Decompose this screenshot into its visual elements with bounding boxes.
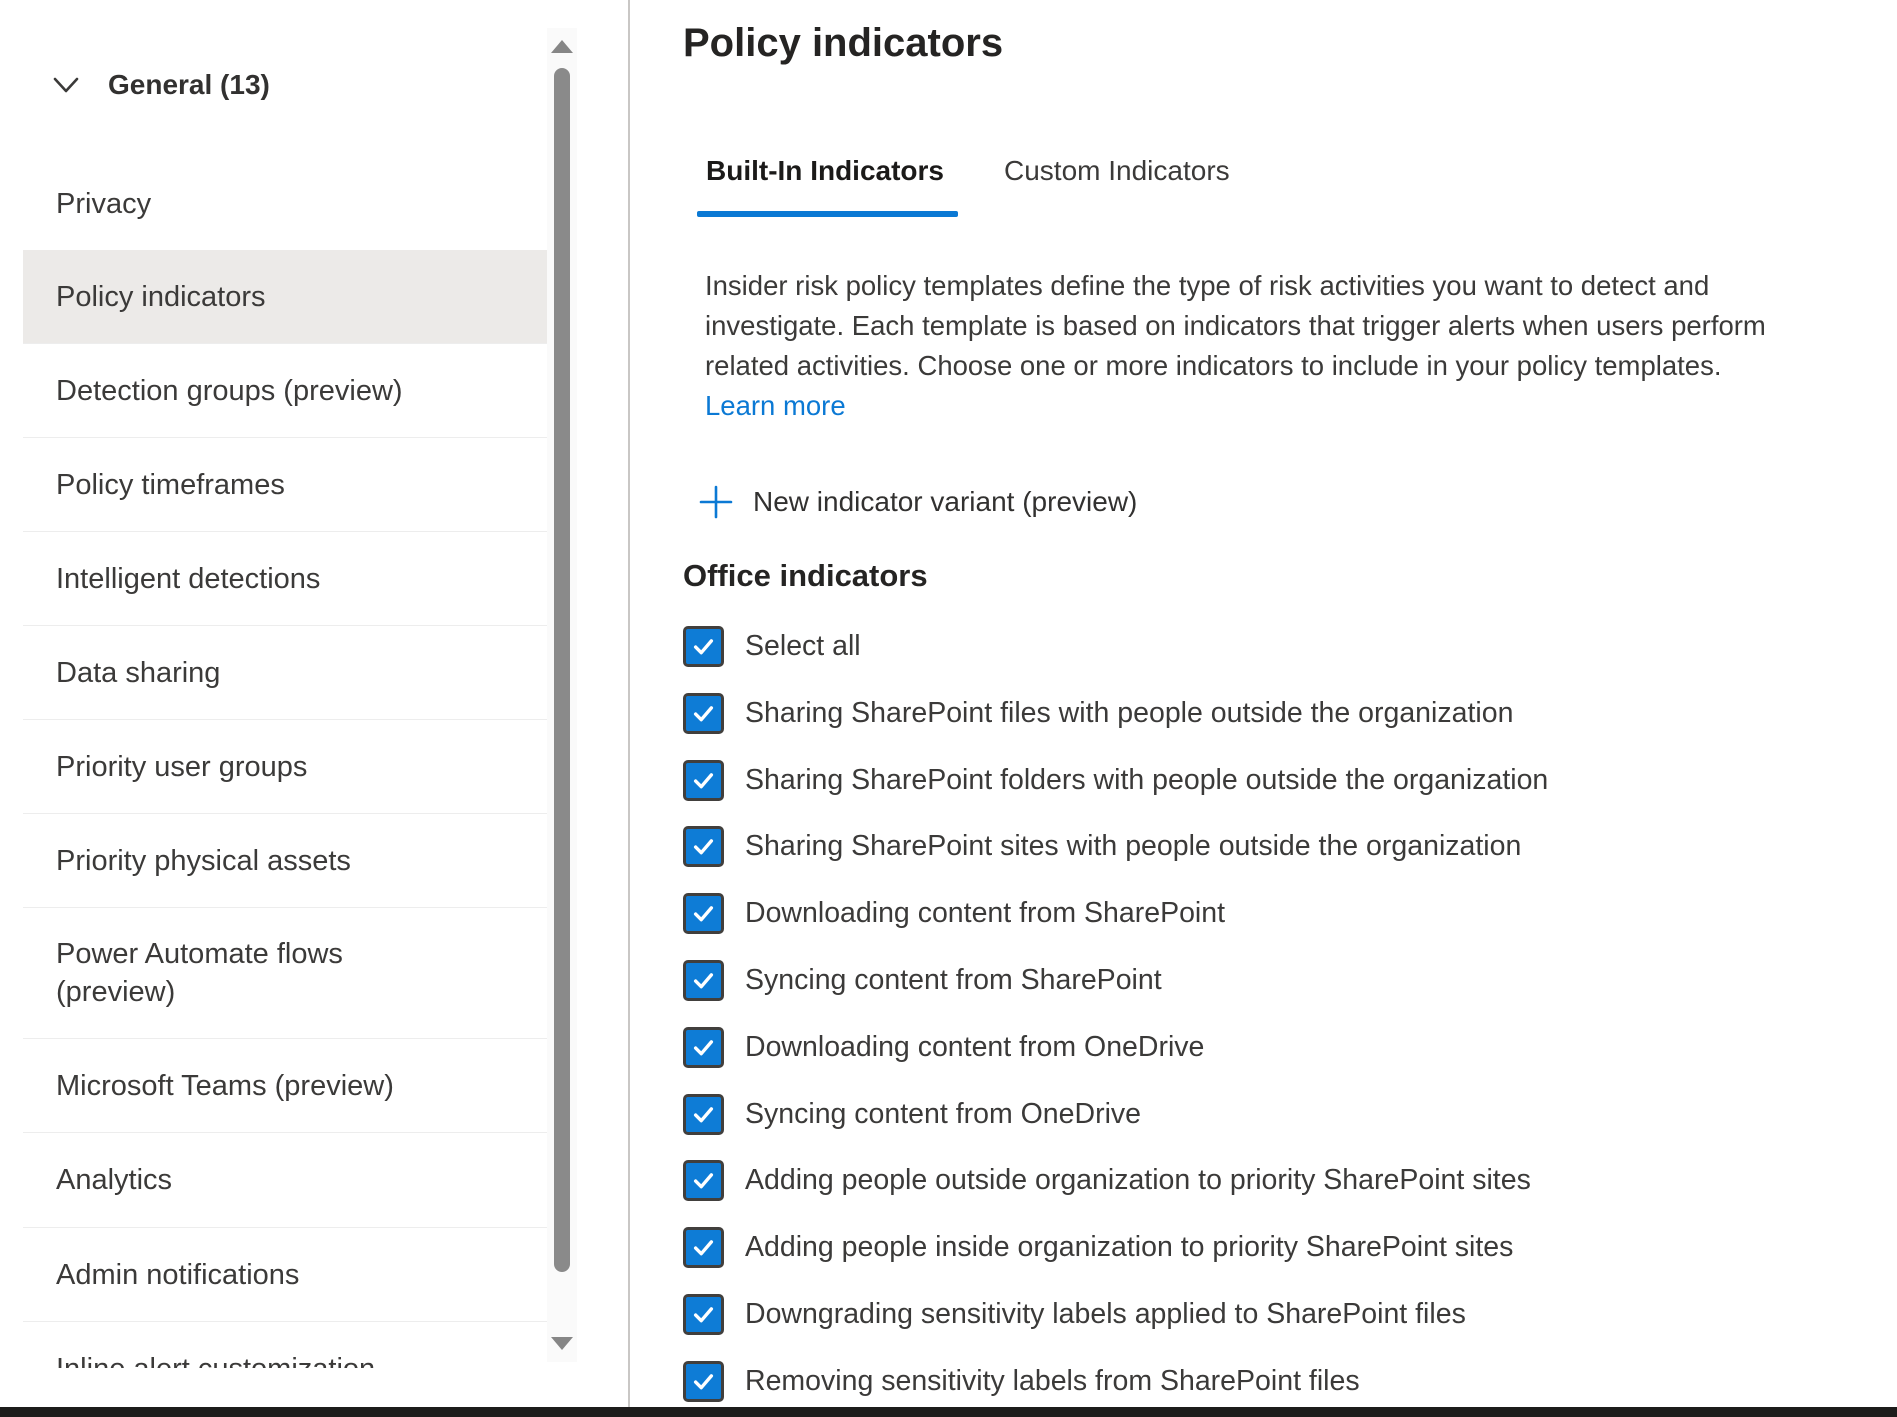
indicator-row-adding-people-inside-organization-to-priority-sharepoint-sites[interactable]: Adding people inside organization to pri… [683, 1214, 1513, 1281]
scroll-down-icon[interactable] [551, 1337, 573, 1350]
checkmark-icon [693, 1106, 714, 1122]
indicator-label: Sharing SharePoint sites with people out… [745, 830, 1522, 863]
new-indicator-variant-label: New indicator variant (preview) [753, 486, 1138, 517]
page-title: Policy indicators [683, 21, 1004, 65]
sidebar-item-label: Detection groups (preview) [56, 374, 403, 407]
indicator-row-syncing-content-from-sharepoint[interactable]: Syncing content from SharePoint [683, 947, 1162, 1014]
checkmark-icon [693, 1240, 714, 1256]
indicator-label: Select all [745, 630, 861, 662]
indicator-label: Adding people inside organization to pri… [745, 1231, 1514, 1264]
indicator-row-downgrading-sensitivity-labels-applied-to-sharepoint-files[interactable]: Downgrading sensitivity labels applied t… [683, 1281, 1466, 1348]
policy-description: Insider risk policy templates define the… [705, 266, 1766, 426]
description-line: Insider risk policy templates define the… [705, 270, 1710, 301]
indicator-row-downloading-content-from-onedrive[interactable]: Downloading content from OneDrive [683, 1014, 1204, 1081]
indicator-row-select-all[interactable]: Select all [683, 613, 861, 680]
checkmark-icon [693, 772, 714, 788]
indicator-label: Downloading content from OneDrive [745, 1030, 1205, 1063]
sidebar: General (13) Privacy Policy indicators D… [23, 0, 550, 1368]
checkmark-icon [693, 839, 714, 855]
active-tab-underline [697, 211, 958, 217]
sidebar-item-label: Policy timeframes [56, 468, 285, 501]
sidebar-item-label: Intelligent detections [56, 562, 321, 595]
sidebar-item-label: Inline alert customization [56, 1350, 375, 1368]
checkbox[interactable] [683, 960, 724, 1001]
indicator-label: Removing sensitivity labels from SharePo… [745, 1364, 1360, 1397]
checkmark-icon [693, 639, 714, 655]
chevron-down-icon [53, 77, 79, 94]
sidebar-item-priority-user-groups[interactable]: Priority user groups [23, 720, 550, 814]
plus-icon [697, 483, 735, 521]
checkbox[interactable] [683, 826, 724, 868]
sidebar-item-policy-indicators[interactable]: Policy indicators [23, 250, 550, 344]
indicator-label: Sharing SharePoint folders with people o… [745, 763, 1549, 796]
indicator-label: Adding people outside organization to pr… [745, 1164, 1531, 1197]
sidebar-item-label: Policy indicators [56, 280, 266, 313]
tab-built-in-indicators[interactable]: Built-In Indicators [706, 155, 944, 186]
description-line: related activities. Choose one or more i… [705, 350, 1722, 381]
sidebar-group-general[interactable]: General (13) [23, 60, 550, 110]
checkmark-icon [693, 973, 714, 989]
checkbox[interactable] [683, 1227, 724, 1269]
checkbox[interactable] [683, 1360, 724, 1402]
new-indicator-variant-button[interactable]: New indicator variant (preview) [697, 481, 1137, 523]
sidebar-item-power-automate-flows-preview[interactable]: Power Automate flows (preview) [23, 908, 550, 1039]
scroll-up-icon[interactable] [551, 40, 573, 53]
indicator-label: Syncing content from OneDrive [745, 1097, 1142, 1130]
checkmark-icon [693, 1307, 714, 1323]
sidebar-item-label: Microsoft Teams (preview) [56, 1069, 394, 1102]
checkmark-icon [693, 705, 714, 722]
sidebar-item-label: Admin notifications [56, 1258, 300, 1291]
sidebar-item-label: Analytics [56, 1164, 173, 1196]
checkbox[interactable] [683, 1026, 724, 1068]
checkbox[interactable] [683, 626, 724, 667]
sidebar-item-priority-physical-assets[interactable]: Priority physical assets [23, 814, 550, 908]
sidebar-item-label: Priority user groups [56, 750, 308, 783]
description-line: investigate. Each template is based on i… [705, 310, 1766, 341]
sidebar-item-policy-timeframes[interactable]: Policy timeframes [23, 438, 550, 532]
checkmark-icon [693, 906, 714, 922]
sidebar-item-label: Privacy [56, 187, 152, 220]
checkmark-icon [693, 1173, 714, 1189]
indicator-row-sharing-sharepoint-files-with-people-outside-the-organization[interactable]: Sharing SharePoint files with people out… [683, 680, 1513, 747]
checkmark-icon [693, 1039, 714, 1056]
indicator-label: Sharing SharePoint files with people out… [745, 696, 1514, 729]
indicator-row-syncing-content-from-onedrive[interactable]: Syncing content from OneDrive [683, 1081, 1141, 1148]
sidebar-content-divider [628, 0, 630, 1407]
learn-more-link[interactable]: Learn more [705, 390, 846, 421]
sidebar-group-label: General (13) [108, 69, 270, 100]
section-heading-office-indicators: Office indicators [683, 558, 928, 593]
indicator-row-sharing-sharepoint-sites-with-people-outside-the-organization[interactable]: Sharing SharePoint sites with people out… [683, 813, 1521, 880]
sidebar-item-admin-notifications[interactable]: Admin notifications [23, 1228, 550, 1322]
sidebar-item-microsoft-teams-preview[interactable]: Microsoft Teams (preview) [23, 1039, 550, 1133]
sidebar-scrollbar[interactable] [547, 28, 577, 1362]
indicator-label: Downgrading sensitivity labels applied t… [745, 1298, 1466, 1330]
sidebar-item-privacy[interactable]: Privacy [23, 157, 550, 250]
checkbox[interactable] [683, 759, 724, 801]
indicator-row-removing-sensitivity-labels-from-sharepoint-files[interactable]: Removing sensitivity labels from SharePo… [683, 1348, 1360, 1415]
sidebar-item-data-sharing[interactable]: Data sharing [23, 626, 550, 720]
sidebar-item-label: Power Automate flows (preview) [56, 938, 343, 1008]
sidebar-item-detection-groups-preview[interactable]: Detection groups (preview) [23, 344, 550, 438]
tab-list: Built-In Indicators Custom Indicators [697, 152, 1239, 190]
bottom-bar [0, 1407, 1897, 1417]
checkmark-icon [693, 1373, 714, 1390]
indicator-label: Syncing content from SharePoint [745, 964, 1162, 996]
indicator-row-adding-people-outside-organization-to-priority-sharepoint-sites[interactable]: Adding people outside organization to pr… [683, 1147, 1531, 1214]
checkbox[interactable] [683, 1093, 724, 1135]
checkbox[interactable] [683, 1294, 724, 1335]
sidebar-item-intelligent-detections[interactable]: Intelligent detections [23, 532, 550, 626]
sidebar-item-analytics[interactable]: Analytics [23, 1133, 550, 1228]
tab-custom-indicators[interactable]: Custom Indicators [1004, 155, 1230, 186]
sidebar-item-label: Priority physical assets [56, 844, 351, 877]
indicator-row-sharing-sharepoint-folders-with-people-outside-the-organization[interactable]: Sharing SharePoint folders with people o… [683, 747, 1548, 814]
checkbox[interactable] [683, 893, 724, 935]
checkbox[interactable] [683, 1160, 724, 1202]
scrollbar-thumb[interactable] [554, 68, 570, 1272]
indicator-label: Downloading content from SharePoint [745, 897, 1226, 930]
checkbox[interactable] [683, 692, 724, 734]
sidebar-item-label: Data sharing [56, 656, 221, 689]
sidebar-item-inline-alert-customization[interactable]: Inline alert customization [23, 1322, 550, 1368]
indicator-row-downloading-content-from-sharepoint[interactable]: Downloading content from SharePoint [683, 880, 1225, 947]
